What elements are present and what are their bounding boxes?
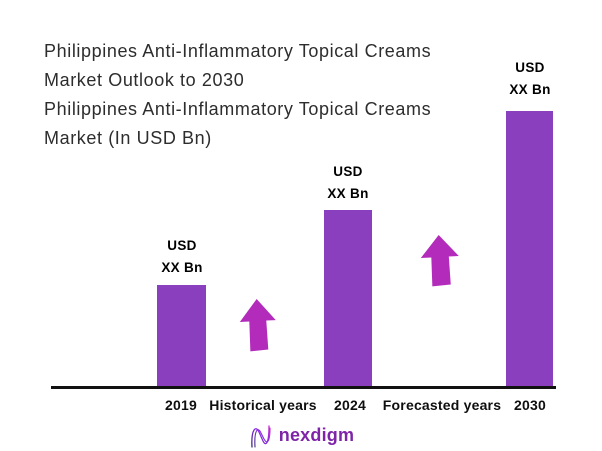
bar-2030: [506, 111, 553, 388]
value-label-2030-amount: XX Bn: [509, 82, 551, 97]
value-label-2024-currency: USD: [333, 164, 363, 179]
chart-title: Philippines Anti-Inflammatory Topical Cr…: [44, 37, 514, 95]
value-label-2019: USD XX Bn: [137, 235, 227, 279]
bar-2019: [157, 285, 206, 388]
axis-annotation-historical-years: Historical years: [209, 397, 317, 413]
growth-arrow-icon-forecast: [420, 235, 459, 287]
value-label-2024-amount: XX Bn: [327, 186, 369, 201]
value-label-2019-currency: USD: [167, 238, 197, 253]
x-tick-2019: 2019: [165, 397, 197, 413]
x-axis-line: [51, 386, 556, 389]
title-block: Philippines Anti-Inflammatory Topical Cr…: [44, 37, 514, 153]
value-label-2030: USD XX Bn: [485, 57, 575, 101]
nexdigm-logo-icon: [251, 424, 271, 448]
x-tick-2030: 2030: [514, 397, 546, 413]
axis-annotation-forecasted-years: Forecasted years: [382, 397, 502, 413]
value-label-2019-amount: XX Bn: [161, 260, 203, 275]
growth-arrow-icon-historical: [239, 299, 276, 352]
chart-title-line2: Market Outlook to 2030: [44, 70, 245, 90]
value-label-2030-currency: USD: [515, 60, 545, 75]
brand-footer: nexdigm: [0, 421, 602, 449]
value-label-2024: USD XX Bn: [303, 161, 393, 205]
chart-subtitle-line1: Philippines Anti-Inflammatory Topical Cr…: [44, 99, 432, 119]
chart-subtitle-line2: Market (In USD Bn): [44, 128, 212, 148]
chart-subtitle: Philippines Anti-Inflammatory Topical Cr…: [44, 95, 514, 153]
x-tick-2024: 2024: [334, 397, 366, 413]
bar-2024: [324, 210, 372, 388]
brand-name: nexdigm: [278, 424, 355, 445]
chart-title-line1: Philippines Anti-Inflammatory Topical Cr…: [44, 41, 432, 61]
